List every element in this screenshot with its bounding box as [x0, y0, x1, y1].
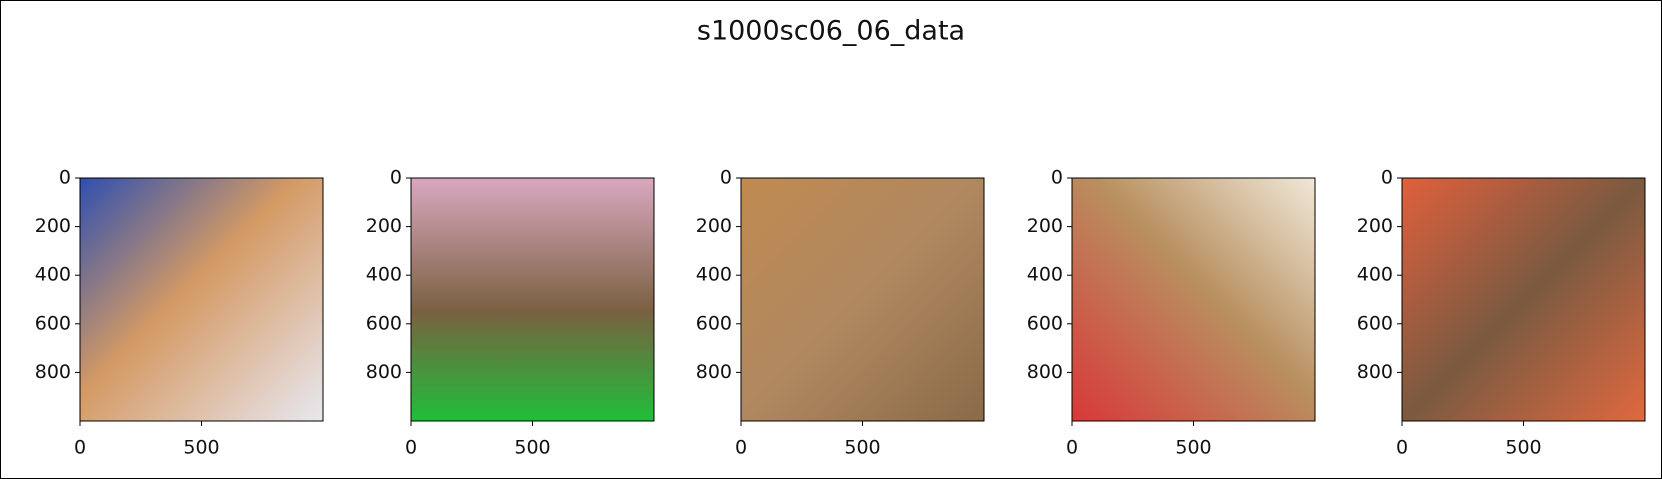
y-tick-label: 200 — [366, 215, 402, 237]
y-tick-label: 200 — [1357, 215, 1393, 237]
x-tick-label: 0 — [405, 437, 417, 459]
x-tick-label: 500 — [1175, 437, 1211, 459]
y-tick-label: 200 — [35, 215, 71, 237]
image — [80, 178, 323, 421]
y-tick-label: 400 — [35, 264, 71, 286]
y-tick-label: 800 — [1357, 361, 1393, 383]
y-tick-label: 0 — [390, 167, 402, 189]
y-tick-label: 800 — [35, 361, 71, 383]
y-tick-label: 0 — [720, 167, 732, 189]
x-tick-label: 0 — [1396, 437, 1408, 459]
y-tick-label: 0 — [1381, 167, 1393, 189]
y-tick-label: 0 — [59, 167, 71, 189]
y-tick-label: 200 — [1027, 215, 1063, 237]
y-tick-label: 600 — [366, 312, 402, 334]
y-tick-label: 400 — [366, 264, 402, 286]
y-tick-label: 600 — [696, 312, 732, 334]
x-tick-label: 0 — [735, 437, 747, 459]
y-tick-label: 600 — [1357, 312, 1393, 334]
y-tick-label: 800 — [696, 361, 732, 383]
y-tick-label: 200 — [696, 215, 732, 237]
y-tick-label: 400 — [1357, 264, 1393, 286]
y-tick-label: 0 — [1051, 167, 1063, 189]
image — [411, 178, 654, 421]
image — [1072, 178, 1315, 421]
y-tick-label: 400 — [1027, 264, 1063, 286]
x-tick-label: 500 — [1505, 437, 1541, 459]
figure-title: s1000sc06_06_data — [697, 16, 965, 47]
y-tick-label: 600 — [1027, 312, 1063, 334]
image — [741, 178, 984, 421]
x-tick-label: 500 — [514, 437, 550, 459]
image — [1402, 178, 1645, 421]
x-tick-label: 0 — [74, 437, 86, 459]
y-tick-label: 600 — [35, 312, 71, 334]
x-tick-label: 500 — [183, 437, 219, 459]
y-tick-label: 800 — [366, 361, 402, 383]
y-tick-label: 800 — [1027, 361, 1063, 383]
y-tick-label: 400 — [696, 264, 732, 286]
x-tick-label: 500 — [844, 437, 880, 459]
x-tick-label: 0 — [1066, 437, 1078, 459]
